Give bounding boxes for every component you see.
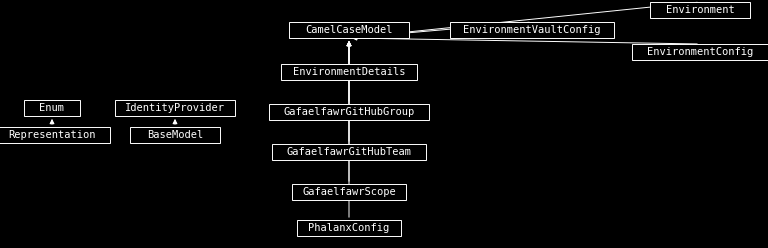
Bar (450, 22, 614, 38)
Text: Enum: Enum (39, 103, 65, 113)
Text: IdentityProvider: IdentityProvider (125, 103, 225, 113)
Bar (269, 104, 429, 120)
Text: EnvironmentConfig: EnvironmentConfig (647, 47, 753, 57)
Bar (632, 44, 768, 60)
Bar (281, 64, 417, 80)
Bar (297, 220, 401, 236)
Text: GafaelfawrGitHubTeam: GafaelfawrGitHubTeam (286, 147, 412, 157)
Text: Environment: Environment (666, 5, 734, 15)
Text: PhalanxConfig: PhalanxConfig (309, 223, 389, 233)
Text: BaseModel: BaseModel (147, 130, 203, 140)
Bar (115, 100, 235, 116)
Bar (24, 100, 80, 116)
Bar (272, 144, 426, 160)
Bar (292, 184, 406, 200)
Bar (289, 22, 409, 38)
Text: GafaelfawrScope: GafaelfawrScope (302, 187, 396, 197)
Text: CamelCaseModel: CamelCaseModel (305, 25, 392, 35)
Text: Representation: Representation (8, 130, 96, 140)
Bar (130, 127, 220, 143)
Bar (0, 127, 110, 143)
Text: GafaelfawrGitHubGroup: GafaelfawrGitHubGroup (283, 107, 415, 117)
Text: EnvironmentDetails: EnvironmentDetails (293, 67, 406, 77)
Text: EnvironmentVaultConfig: EnvironmentVaultConfig (463, 25, 601, 35)
Bar (650, 2, 750, 18)
